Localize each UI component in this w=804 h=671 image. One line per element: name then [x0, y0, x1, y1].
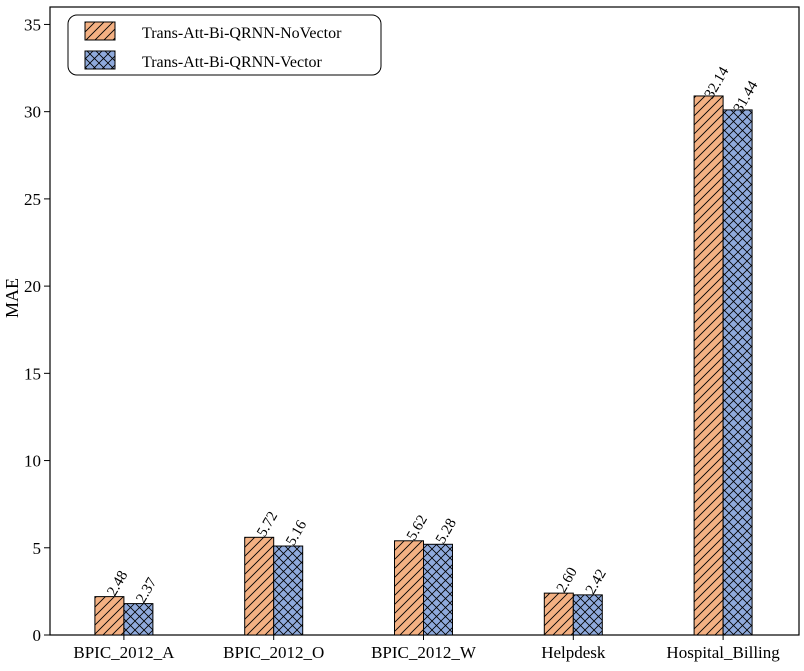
y-tick-label: 5	[33, 539, 42, 558]
plot-frame	[49, 6, 800, 636]
bar-value-label: 31.44	[731, 78, 762, 116]
bar-value-label: 5.72	[254, 509, 281, 540]
y-axis-title: MAE	[2, 278, 22, 318]
x-axis: BPIC_2012_A BPIC_2012_O BPIC_2012_W Helpdes…	[73, 635, 780, 662]
y-tick-label: 35	[24, 15, 41, 34]
bar-novector	[94, 596, 125, 636]
bar-value-label: 5.28	[433, 516, 460, 547]
y-tick-label: 20	[24, 277, 41, 296]
x-category-label: BPIC_2012_O	[223, 643, 324, 662]
bar-vector	[572, 594, 603, 636]
legend-swatch-vector	[84, 50, 116, 70]
bar-vector	[423, 543, 453, 636]
bar-vector	[123, 603, 154, 636]
x-category-label: BPIC_2012_A	[73, 643, 175, 662]
bar-value-label: 2.60	[554, 565, 581, 596]
bar-novector	[244, 536, 275, 636]
bar-value-label: 5.62	[404, 512, 431, 543]
bar-vector	[273, 545, 304, 636]
legend-label-novector: Trans-Att-Bi-QRNN-NoVector	[142, 25, 342, 42]
legend-box	[67, 14, 382, 76]
y-tick-label: 15	[24, 364, 41, 383]
y-axis: 0 5 10 15 20 25 30 35	[24, 15, 50, 645]
bar-value-label: 2.48	[104, 568, 131, 599]
bars-group	[94, 95, 753, 636]
bar-value-label: 2.42	[583, 567, 610, 598]
legend: Trans-Att-Bi-QRNN-NoVector Trans-Att-Bi-…	[67, 14, 382, 76]
bar-vector	[722, 109, 753, 636]
bar-novector	[394, 540, 424, 636]
bar-novector	[693, 95, 724, 636]
bar-value-label: 5.16	[283, 517, 310, 548]
bar-value-label: 32.14	[702, 64, 733, 102]
y-tick-label: 0	[33, 626, 42, 645]
x-category-label: BPIC_2012_W	[371, 643, 477, 662]
legend-swatch-novector	[84, 21, 116, 41]
y-tick-label: 10	[24, 452, 41, 471]
bar-novector	[543, 592, 574, 636]
y-tick-label: 30	[24, 103, 41, 122]
y-tick-label: 25	[24, 190, 41, 209]
legend-label-vector: Trans-Att-Bi-QRNN-Vector	[142, 54, 323, 71]
data-labels-group: 2.48 2.37 5.72 5.16 5.62 5.28 2.60 2.42 32.1431.…	[104, 64, 761, 606]
x-category-label: Hospital_Billing	[666, 643, 780, 662]
x-category-label: Helpdesk	[541, 643, 606, 662]
bar-value-label: 2.37	[133, 575, 160, 606]
